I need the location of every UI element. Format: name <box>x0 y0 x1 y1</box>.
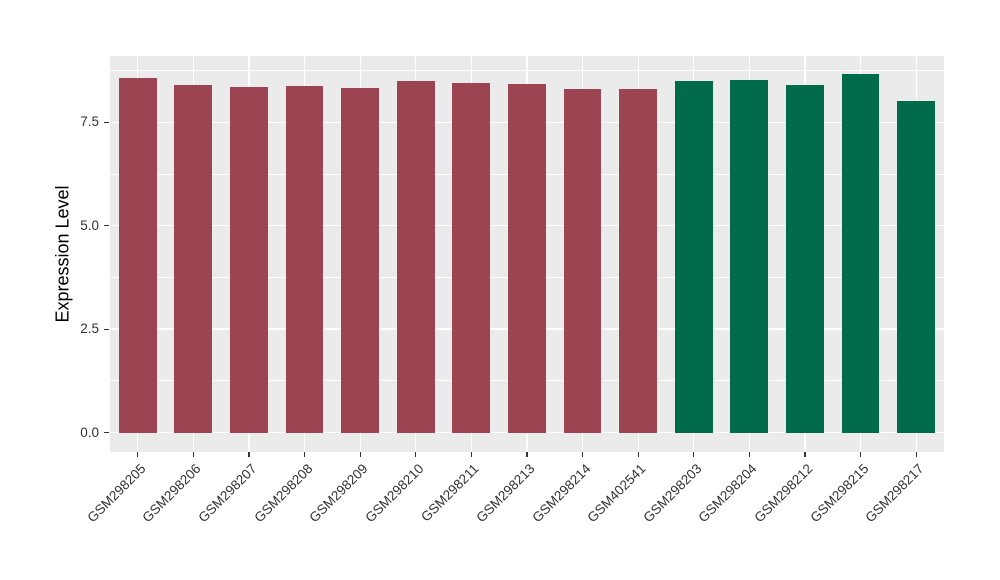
bar-GSM298203 <box>674 81 713 433</box>
y-tick-label: 0.0 <box>80 424 99 440</box>
x-tick-mark <box>526 452 528 457</box>
x-tick-mark <box>304 452 306 457</box>
x-tick-mark <box>637 452 639 457</box>
plot-panel <box>110 56 944 452</box>
y-tick-mark <box>104 225 109 227</box>
x-tick-mark <box>804 452 806 457</box>
bar-GSM402541 <box>619 88 658 433</box>
x-tick-mark <box>359 452 361 457</box>
y-tick-label: 5.0 <box>80 217 99 233</box>
bar-GSM298204 <box>730 79 769 433</box>
x-tick-label: GSM298205 <box>84 461 149 526</box>
bar-GSM298211 <box>452 82 491 433</box>
bar-GSM298212 <box>786 84 824 433</box>
bar-GSM298215 <box>841 74 880 433</box>
bar-GSM298214 <box>563 88 602 433</box>
y-tick-label: 7.5 <box>80 114 99 130</box>
x-tick-mark <box>693 452 695 457</box>
x-tick-mark <box>915 452 917 457</box>
y-tick-mark <box>104 431 109 434</box>
bar-GSM298210 <box>396 81 435 433</box>
bar-GSM298205 <box>118 78 157 433</box>
y-axis-title-text: Expression Level <box>52 185 73 323</box>
x-tick-mark <box>192 452 194 457</box>
x-tick-mark <box>748 452 750 457</box>
bar-GSM298217 <box>897 100 936 433</box>
x-tick-mark <box>248 452 250 457</box>
bar-GSM298209 <box>341 88 380 433</box>
bar-GSM298213 <box>508 83 546 433</box>
bar-GSM298207 <box>230 86 268 433</box>
x-tick-mark <box>582 452 584 457</box>
y-tick-mark <box>104 328 109 330</box>
x-tick-mark <box>137 452 139 457</box>
x-tick-mark <box>470 452 472 457</box>
x-tick-mark <box>860 452 862 457</box>
bar-GSM298206 <box>174 84 213 433</box>
bar-GSM298208 <box>285 85 324 433</box>
y-tick-label: 2.5 <box>80 321 99 337</box>
x-tick-mark <box>415 452 417 457</box>
y-tick-mark <box>104 121 109 123</box>
